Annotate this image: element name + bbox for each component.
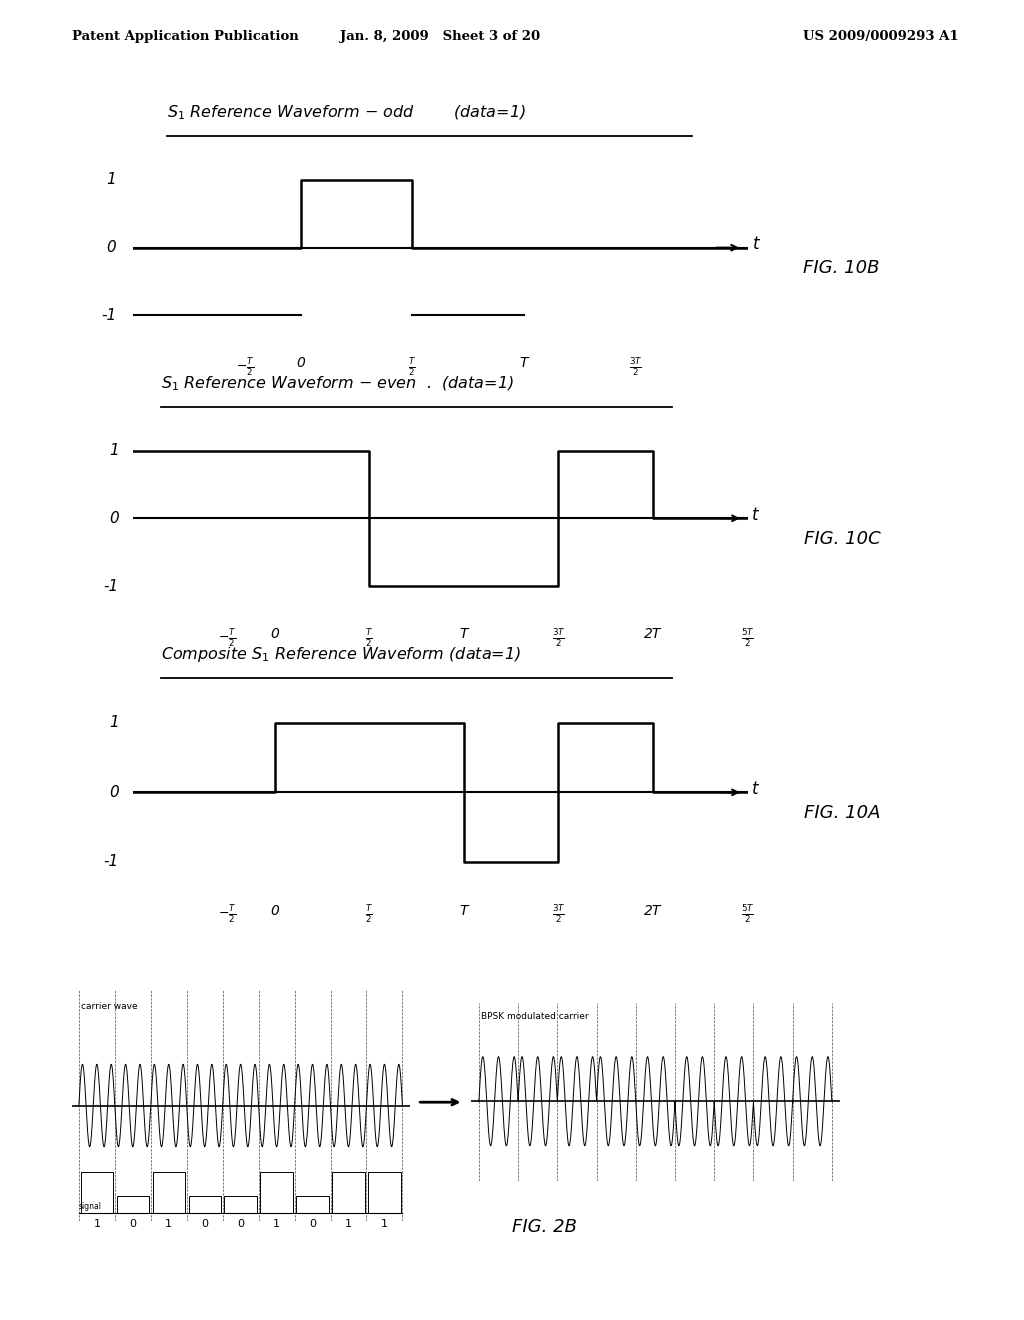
Text: 1: 1 bbox=[165, 1218, 172, 1229]
Text: 1: 1 bbox=[106, 173, 117, 187]
Text: $\frac{T}{2}$: $\frac{T}{2}$ bbox=[409, 356, 417, 378]
Bar bbox=[153, 1172, 185, 1213]
Text: $-\frac{T}{2}$: $-\frac{T}{2}$ bbox=[236, 356, 254, 378]
Text: 0: 0 bbox=[270, 627, 280, 640]
Text: $-\frac{T}{2}$: $-\frac{T}{2}$ bbox=[218, 627, 237, 648]
Text: 0: 0 bbox=[201, 1218, 208, 1229]
Text: signal: signal bbox=[79, 1201, 101, 1210]
Text: T: T bbox=[460, 627, 468, 640]
Text: -1: -1 bbox=[103, 854, 119, 870]
Text: t: t bbox=[753, 506, 759, 524]
Text: $\frac{3T}{2}$: $\frac{3T}{2}$ bbox=[552, 627, 565, 648]
Text: T: T bbox=[460, 903, 468, 917]
Text: $\frac{3T}{2}$: $\frac{3T}{2}$ bbox=[552, 903, 565, 925]
Text: $\frac{T}{2}$: $\frac{T}{2}$ bbox=[366, 903, 374, 925]
Text: $\frac{3T}{2}$: $\frac{3T}{2}$ bbox=[629, 356, 642, 378]
Text: Patent Application Publication: Patent Application Publication bbox=[72, 30, 298, 42]
Text: 0: 0 bbox=[110, 785, 119, 800]
Text: Jan. 8, 2009   Sheet 3 of 20: Jan. 8, 2009 Sheet 3 of 20 bbox=[340, 30, 541, 42]
Text: t: t bbox=[753, 235, 760, 253]
Text: FIG. 10A: FIG. 10A bbox=[804, 804, 881, 822]
Text: 1: 1 bbox=[93, 1218, 100, 1229]
Text: 1: 1 bbox=[381, 1218, 388, 1229]
Text: -1: -1 bbox=[101, 308, 117, 323]
Bar bbox=[188, 1196, 221, 1213]
Bar bbox=[369, 1172, 400, 1213]
Text: FIG. 2B: FIG. 2B bbox=[512, 1218, 577, 1237]
Bar bbox=[333, 1172, 365, 1213]
Text: t: t bbox=[753, 780, 759, 797]
Text: T: T bbox=[520, 356, 528, 370]
Text: $-\frac{T}{2}$: $-\frac{T}{2}$ bbox=[218, 903, 237, 925]
Text: 0: 0 bbox=[110, 511, 119, 525]
Bar bbox=[117, 1196, 148, 1213]
Text: Composite $S_1$ Reference Waveform (data=1): Composite $S_1$ Reference Waveform (data… bbox=[162, 645, 521, 664]
Text: -1: -1 bbox=[103, 578, 119, 594]
Text: US 2009/0009293 A1: US 2009/0009293 A1 bbox=[803, 30, 958, 42]
Text: 1: 1 bbox=[110, 444, 119, 458]
Text: $\frac{5T}{2}$: $\frac{5T}{2}$ bbox=[740, 627, 755, 648]
Text: 0: 0 bbox=[309, 1218, 316, 1229]
Text: 2T: 2T bbox=[644, 627, 662, 640]
Text: carrier wave: carrier wave bbox=[81, 1002, 137, 1011]
Text: FIG. 10B: FIG. 10B bbox=[804, 259, 880, 277]
Text: FIG. 10C: FIG. 10C bbox=[804, 529, 881, 548]
Text: $\frac{5T}{2}$: $\frac{5T}{2}$ bbox=[740, 903, 755, 925]
Bar bbox=[224, 1196, 257, 1213]
Text: $S_1$ Reference Waveform $-$ even  .  (data=1): $S_1$ Reference Waveform $-$ even . (dat… bbox=[162, 375, 514, 393]
Text: 0: 0 bbox=[238, 1218, 244, 1229]
Text: 1: 1 bbox=[110, 715, 119, 730]
Text: 0: 0 bbox=[270, 903, 280, 917]
Text: 2T: 2T bbox=[644, 903, 662, 917]
Text: BPSK modulated carrier: BPSK modulated carrier bbox=[481, 1012, 589, 1022]
Text: 0: 0 bbox=[129, 1218, 136, 1229]
Bar bbox=[260, 1172, 293, 1213]
Text: $S_1$ Reference Waveform $-$ odd        (data=1): $S_1$ Reference Waveform $-$ odd (data=1… bbox=[167, 104, 525, 123]
Bar bbox=[81, 1172, 113, 1213]
Bar bbox=[296, 1196, 329, 1213]
Text: 0: 0 bbox=[106, 240, 117, 255]
Text: $\frac{T}{2}$: $\frac{T}{2}$ bbox=[366, 627, 374, 648]
Text: 1: 1 bbox=[345, 1218, 352, 1229]
Text: 0: 0 bbox=[296, 356, 305, 370]
Text: 1: 1 bbox=[273, 1218, 281, 1229]
